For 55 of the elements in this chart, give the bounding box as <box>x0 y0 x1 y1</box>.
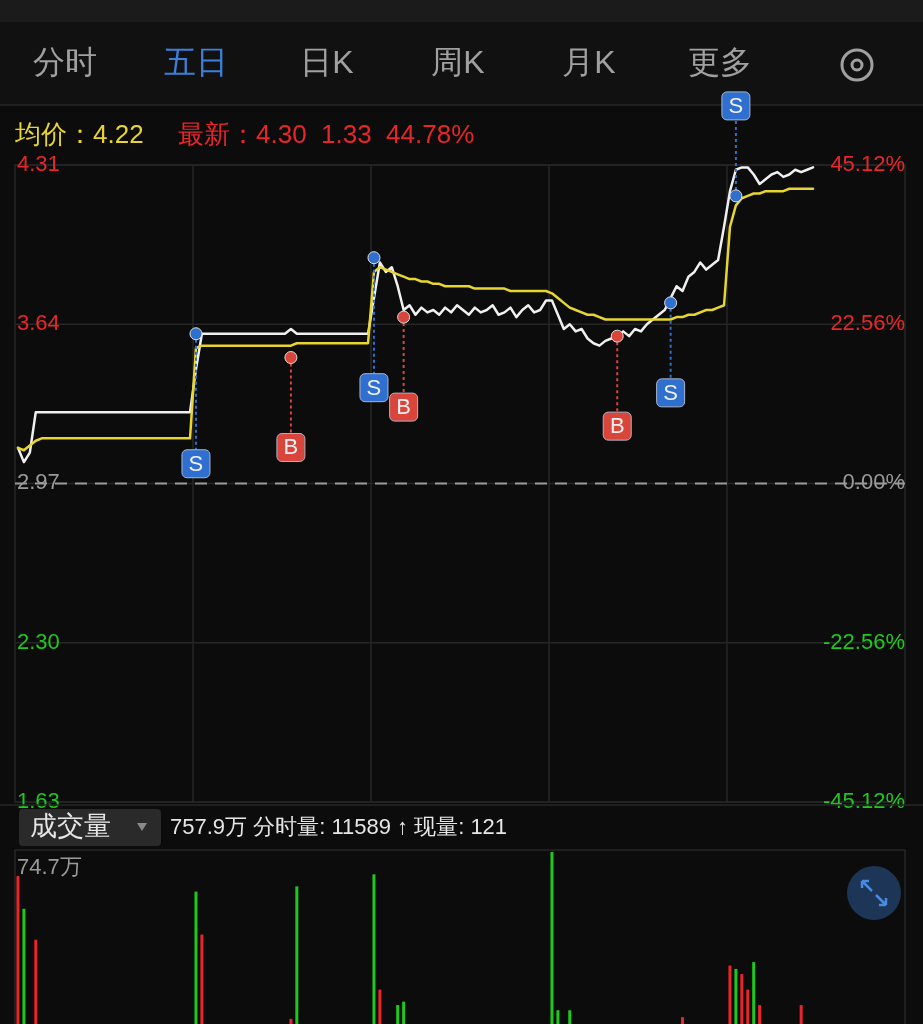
bar <box>22 908 26 1024</box>
bar <box>746 989 750 1024</box>
y2-tick-label: 45.12% <box>830 150 905 176</box>
point <box>664 296 678 310</box>
bar <box>734 968 738 1024</box>
data-label: S <box>663 379 678 405</box>
bar <box>799 1005 803 1024</box>
data-label: B <box>396 393 411 419</box>
point <box>284 351 298 365</box>
text: 周K <box>431 44 485 81</box>
data-label: S <box>728 92 744 118</box>
bar <box>289 1018 293 1024</box>
bar <box>378 989 382 1024</box>
y-tick-label: 3.64 <box>17 310 60 336</box>
text: 分时 <box>33 44 97 81</box>
bar <box>758 1005 762 1024</box>
data-label: B <box>609 412 625 438</box>
point <box>397 310 411 324</box>
bar <box>34 939 38 1024</box>
data-label: S <box>366 374 382 400</box>
point <box>367 251 381 265</box>
chart-subtitle: 757.9万 分时量: 11589 ↑ 现量: 121 <box>170 813 508 839</box>
bar <box>194 891 198 1024</box>
bar <box>402 1001 406 1024</box>
bar <box>295 886 299 1024</box>
point <box>189 327 203 341</box>
y2-tick-label: -45.12% <box>823 787 905 813</box>
bar <box>372 874 376 1024</box>
y2-tick-label: -22.56% <box>823 628 905 654</box>
bar <box>728 965 732 1024</box>
text: 更多 <box>688 44 752 81</box>
data-label: B <box>283 434 299 460</box>
bar <box>16 876 20 1024</box>
point <box>729 189 743 203</box>
data-label: S <box>188 450 204 476</box>
chart-subtitle: 最新：4.30 1.33 44.78% <box>178 118 475 149</box>
chart-title: 成交量 <box>30 811 111 842</box>
bar <box>740 974 744 1024</box>
chart-title: 均价：4.22 <box>14 118 144 149</box>
text: 五日 <box>164 44 228 81</box>
y2-tick-label: 22.56% <box>830 310 905 336</box>
y-tick-label: 4.31 <box>17 150 60 176</box>
bar <box>556 1010 560 1024</box>
annotation: 74.7万 <box>17 853 82 879</box>
text: 日K <box>300 44 354 81</box>
text: 月K <box>562 44 616 81</box>
point <box>610 329 624 343</box>
bar <box>200 934 204 1024</box>
bar <box>396 1005 400 1024</box>
bar <box>752 962 756 1024</box>
bar <box>550 852 554 1024</box>
bar <box>681 1017 684 1024</box>
y-tick-label: 2.30 <box>17 628 60 654</box>
y-tick-label: 1.63 <box>17 787 60 813</box>
bar <box>568 1010 572 1024</box>
